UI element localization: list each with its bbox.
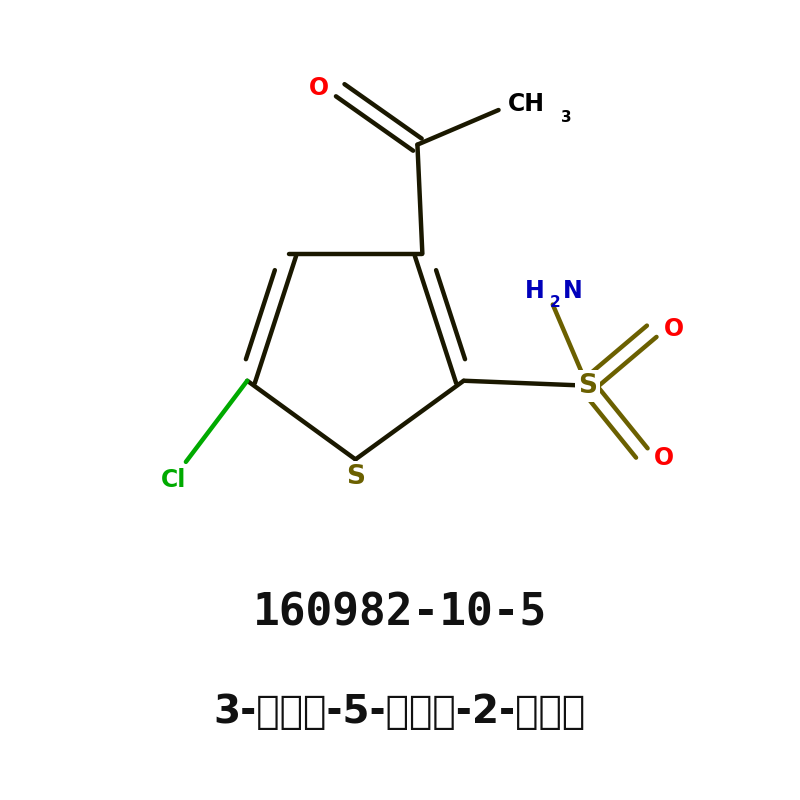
Text: 160982-10-5: 160982-10-5 xyxy=(253,591,547,634)
Text: H: H xyxy=(525,278,545,302)
Text: O: O xyxy=(663,318,683,342)
Text: O: O xyxy=(654,446,674,470)
Text: S: S xyxy=(578,373,597,398)
Text: S: S xyxy=(346,464,365,490)
Text: Cl: Cl xyxy=(162,468,186,492)
Text: CH: CH xyxy=(508,92,545,116)
Text: 3: 3 xyxy=(561,110,571,126)
Text: O: O xyxy=(308,76,329,100)
Text: 3-乙酰基-5-氯噪奊-2-磺酰胺: 3-乙酰基-5-氯噪奊-2-磺酰胺 xyxy=(214,693,586,730)
Text: 2: 2 xyxy=(550,295,560,310)
Text: N: N xyxy=(562,278,582,302)
